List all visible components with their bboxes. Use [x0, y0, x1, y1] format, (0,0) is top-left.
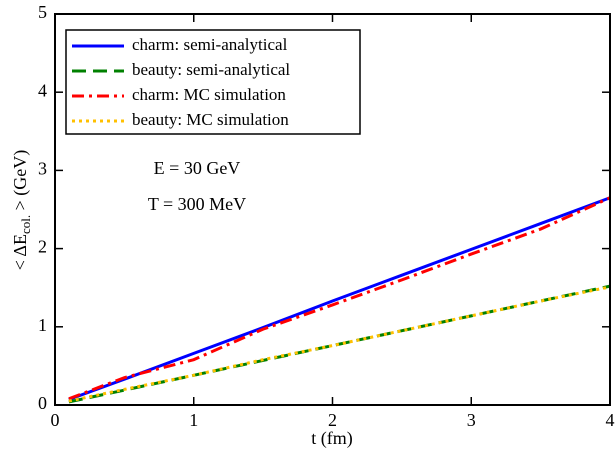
x-tick-label: 2	[328, 410, 337, 430]
plot-frame	[54, 13, 611, 406]
y-tick-label: 1	[38, 315, 47, 335]
y-axis-label: < ΔEcol. > (GeV)	[10, 150, 33, 271]
series-line	[68, 196, 611, 401]
annotation: T = 300 MeV	[148, 194, 246, 214]
y-tick-label: 0	[38, 393, 47, 413]
y-label-tail: > (GeV)	[10, 150, 31, 215]
y-tick-label: 2	[38, 237, 47, 257]
legend-label: charm: MC simulation	[132, 85, 286, 104]
y-tick-label: 3	[38, 159, 47, 179]
legend-label: beauty: MC simulation	[132, 110, 289, 129]
x-tick-label: 4	[606, 410, 615, 430]
series-line	[68, 196, 611, 401]
x-tick-label: 3	[467, 410, 476, 430]
x-axis-label: t (fm)	[311, 428, 352, 449]
legend-label: charm: semi-analytical	[132, 35, 288, 54]
y-tick-label: 5	[38, 2, 47, 22]
x-tick-label: 1	[189, 410, 198, 430]
y-label-main: < ΔE	[10, 234, 30, 270]
y-label-sub: col.	[18, 215, 33, 234]
x-tick-label: 0	[51, 410, 60, 430]
annotation: E = 30 GeV	[154, 158, 241, 178]
legend-label: beauty: semi-analytical	[132, 60, 290, 79]
y-tick-label: 4	[38, 80, 47, 100]
